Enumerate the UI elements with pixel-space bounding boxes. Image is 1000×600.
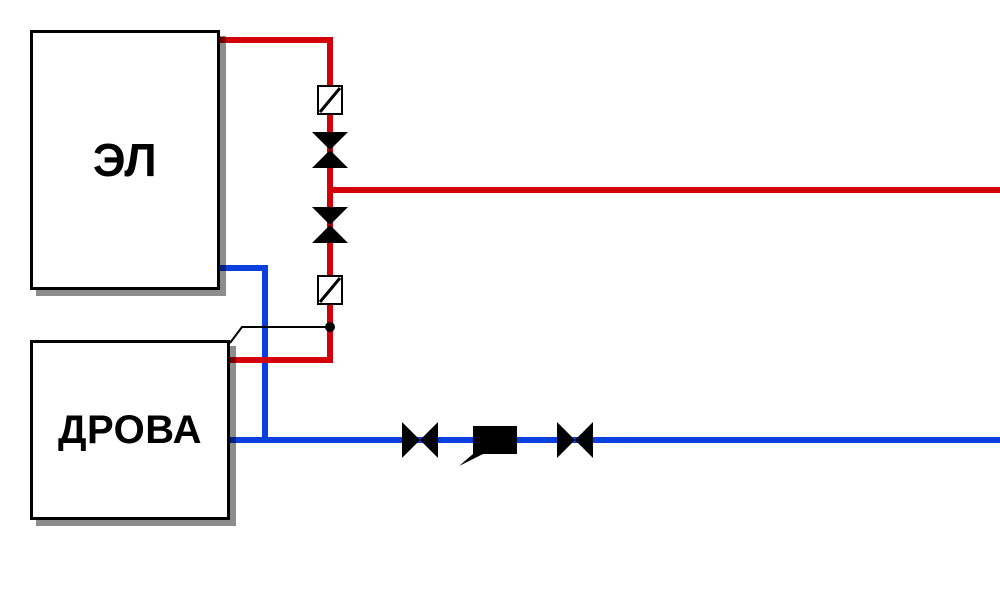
- box-wood-label: ДРОВА: [58, 408, 202, 453]
- box-wood-boiler: ДРОВА: [30, 340, 230, 520]
- box-electric-boiler: ЭЛ: [30, 30, 220, 290]
- box-electric-label: ЭЛ: [93, 133, 157, 187]
